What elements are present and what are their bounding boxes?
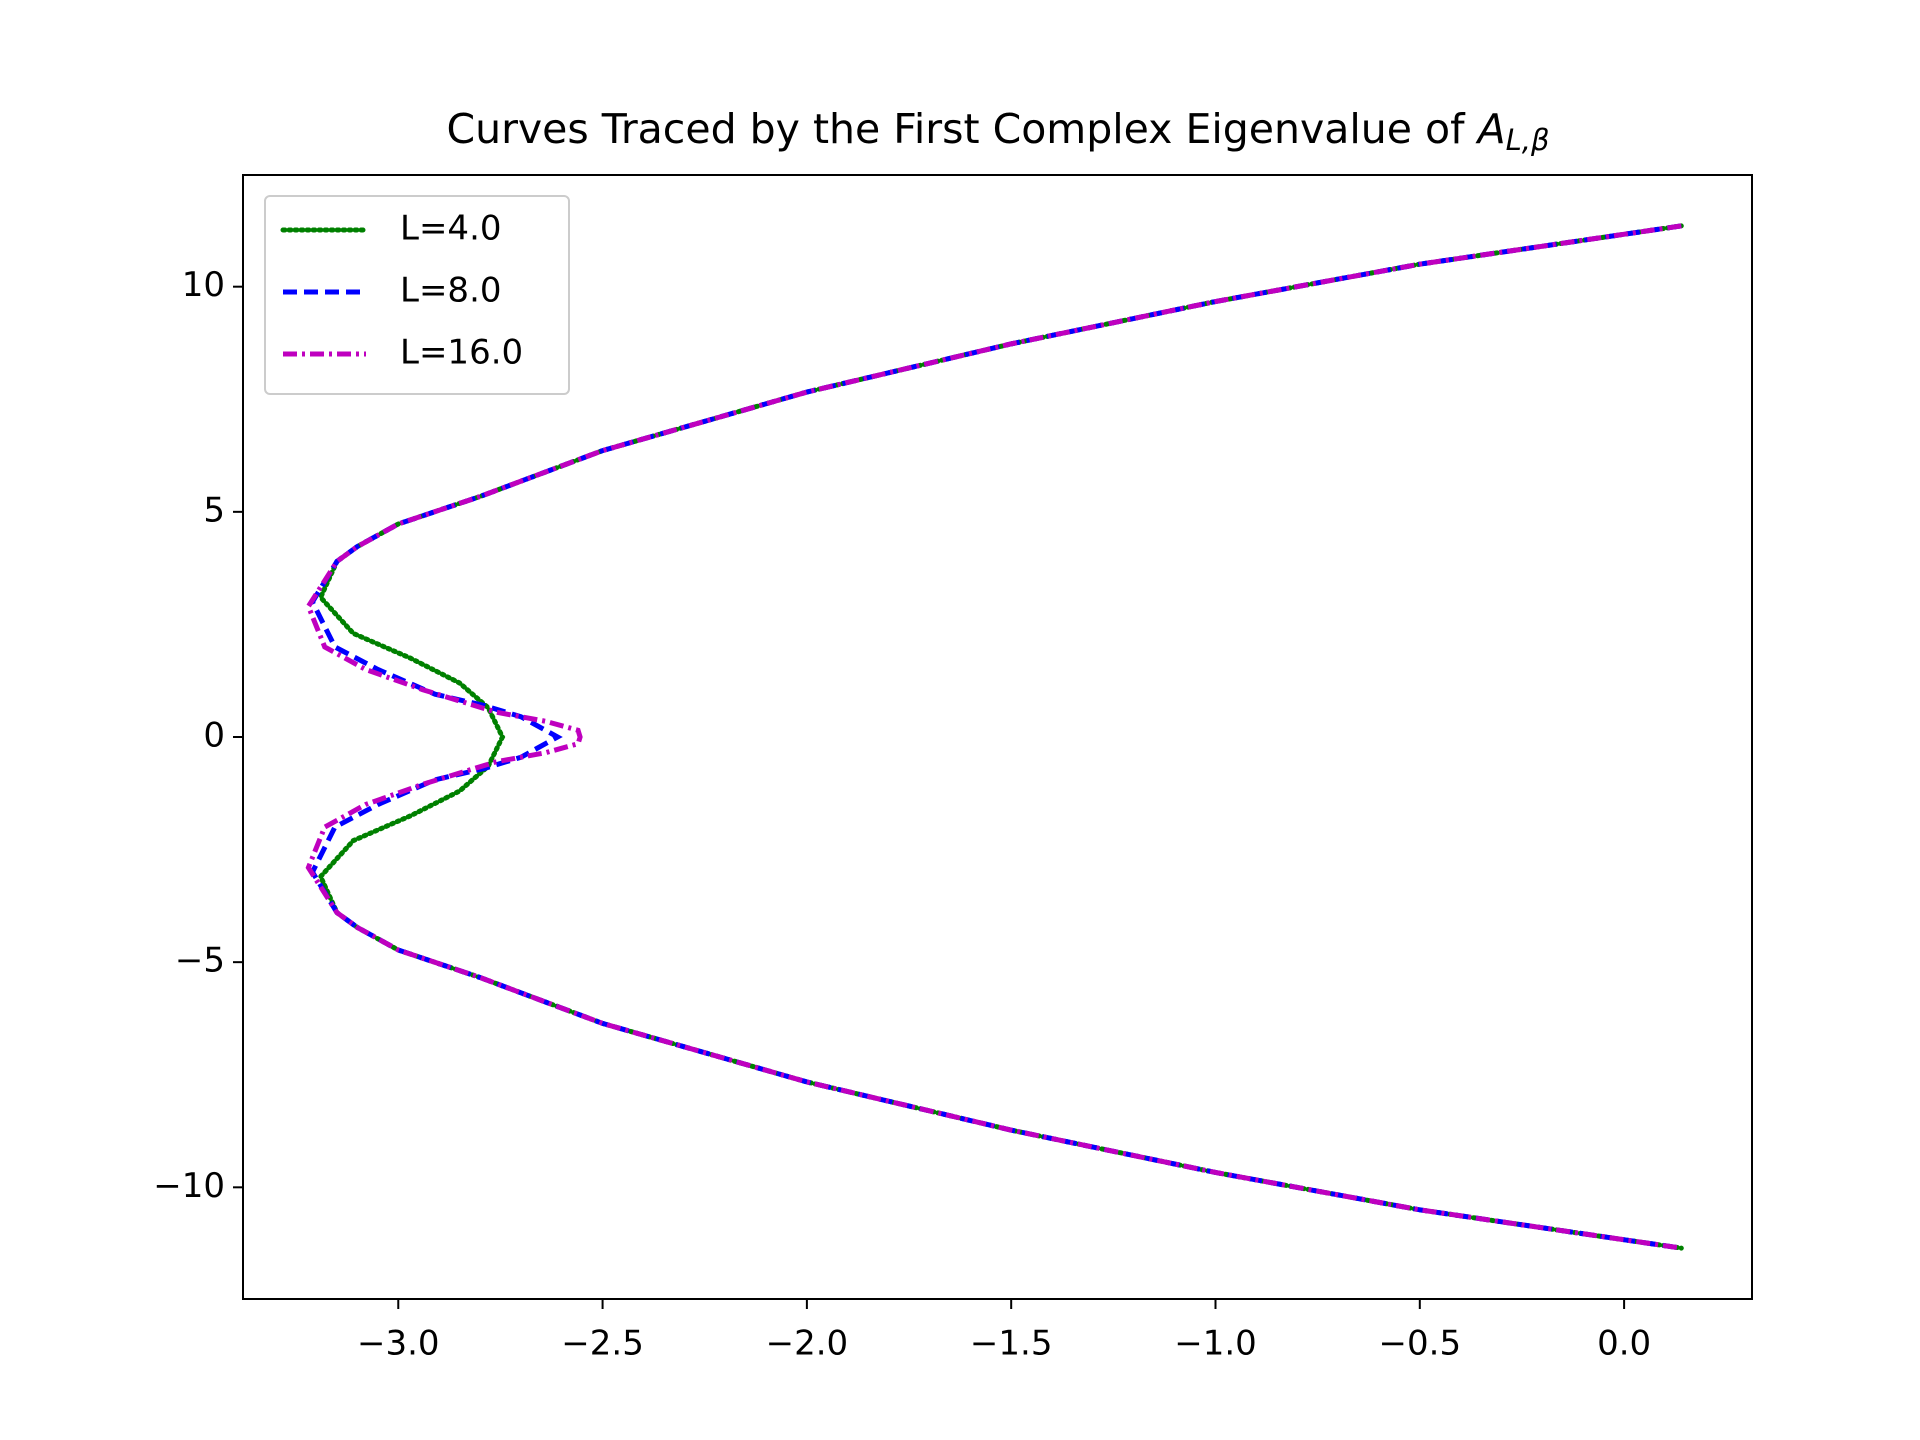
x-tick-label: 0.0: [1597, 1324, 1651, 1364]
x-tick-label: −2.5: [561, 1324, 644, 1364]
y-tick-label: 10: [182, 265, 225, 305]
x-tick-label: −0.5: [1379, 1324, 1462, 1364]
y-tick-label: −10: [153, 1166, 225, 1206]
legend-label: L=16.0: [400, 333, 523, 373]
x-tick-label: −2.0: [766, 1324, 849, 1364]
legend-label: L=4.0: [400, 209, 502, 249]
title-math: A: [1475, 105, 1506, 153]
series-line: [305, 223, 1682, 1251]
y-tick-label: −5: [175, 941, 225, 981]
title-text: Curves Traced by the First Complex Eigen…: [446, 105, 1466, 153]
chart-title: Curves Traced by the First Complex Eigen…: [446, 105, 1549, 157]
x-tick-label: −3.0: [357, 1324, 440, 1364]
x-tick-label: −1.0: [1174, 1324, 1257, 1364]
x-tick-label: −1.5: [970, 1324, 1053, 1364]
y-tick-label: 5: [203, 490, 225, 530]
title-subscript: L,β: [1506, 123, 1550, 157]
legend-box: [264, 195, 570, 395]
legend-label: L=8.0: [400, 271, 502, 311]
y-tick-label: 0: [203, 716, 225, 756]
